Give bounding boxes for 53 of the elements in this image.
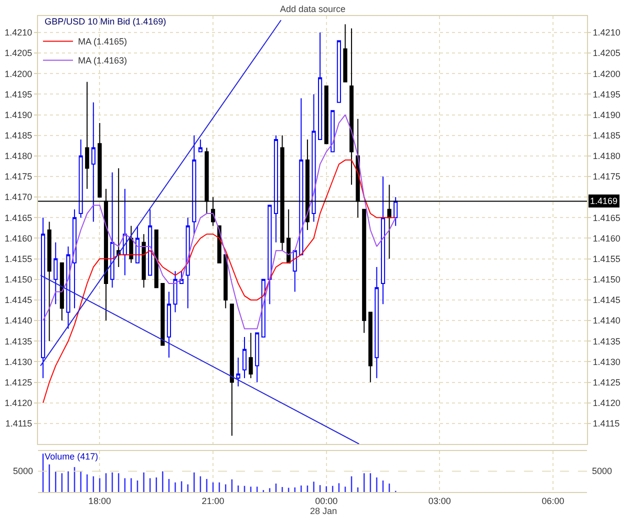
y2-tick-label: 1.4210 — [592, 28, 620, 38]
y-tick-label: 1.4155 — [4, 254, 32, 264]
y-tick-label: 1.4130 — [4, 356, 32, 367]
text: 5000 — [13, 466, 34, 476]
y-tick-label: 1.4160 — [4, 233, 32, 244]
text: 28 Jan — [310, 506, 338, 516]
y-tick-label: 1.4150 — [4, 274, 32, 285]
y2-tick-label: 1.4120 — [592, 398, 620, 408]
y2-tick-label: 1.4165 — [592, 212, 620, 223]
y2-tick-label: 1.4145 — [592, 295, 620, 306]
chart-title: Volume (417) — [44, 451, 98, 462]
chart-title: GBP/USD 10 Min Bid (1.4169) — [44, 16, 166, 26]
y2-tick-label: 1.4190 — [592, 110, 620, 120]
x-tick-label: 00:00 — [315, 496, 338, 506]
y2-tick-label: 1.4140 — [592, 316, 620, 326]
y2-tick-label: 1.4175 — [592, 172, 620, 182]
y2-tick-label: 1.4135 — [592, 336, 620, 346]
y-tick-label: 1.4135 — [4, 336, 32, 346]
y-tick-label: 1.4185 — [4, 130, 32, 140]
y-tick-label: 1.4140 — [4, 316, 32, 326]
y2-tick-label: 1.4195 — [592, 89, 620, 100]
y2-tick-label: 1.4115 — [592, 418, 620, 429]
ref-line-label: 1.4169 — [590, 196, 618, 206]
x-tick-label: 03:00 — [428, 496, 451, 506]
y-tick-label: 1.4125 — [4, 377, 32, 388]
y2-tick-label: 1.4160 — [592, 233, 620, 244]
y-tick-label: 1.4145 — [4, 295, 32, 306]
y2-tick-label: 1.4125 — [592, 377, 620, 388]
y2-tick-label: 1.4155 — [592, 254, 620, 264]
text: Add data source — [280, 4, 346, 14]
y-tick-label: 1.4205 — [4, 48, 32, 58]
legend-label: MA (1.4163) — [78, 56, 128, 66]
y-tick-label: 1.4115 — [5, 418, 32, 429]
legend-label: MA (1.4165) — [78, 36, 128, 47]
x-tick-label: 06:00 — [542, 496, 564, 506]
y-tick-label: 1.4190 — [4, 110, 32, 120]
y2-tick-label: 1.4150 — [592, 274, 620, 285]
y-tick-label: 1.4200 — [4, 68, 32, 79]
y-tick-label: 1.4195 — [4, 89, 32, 100]
x-tick-label: 18:00 — [88, 496, 111, 506]
y-tick-label: 1.4165 — [4, 212, 32, 223]
y-tick-label: 1.4170 — [4, 192, 32, 202]
y-tick-label: 1.4210 — [4, 28, 32, 38]
y-tick-label: 1.4180 — [4, 151, 32, 162]
y2-tick-label: 1.4130 — [592, 356, 620, 367]
y2-tick-label: 1.4205 — [592, 48, 620, 58]
text: 5000 — [592, 466, 612, 476]
y2-tick-label: 1.4180 — [592, 151, 620, 162]
y-tick-label: 1.4175 — [4, 172, 32, 182]
y2-tick-label: 1.4200 — [592, 68, 620, 79]
y-tick-label: 1.4120 — [4, 398, 32, 408]
x-tick-label: 21:00 — [202, 496, 224, 506]
y2-tick-label: 1.4185 — [592, 130, 620, 140]
